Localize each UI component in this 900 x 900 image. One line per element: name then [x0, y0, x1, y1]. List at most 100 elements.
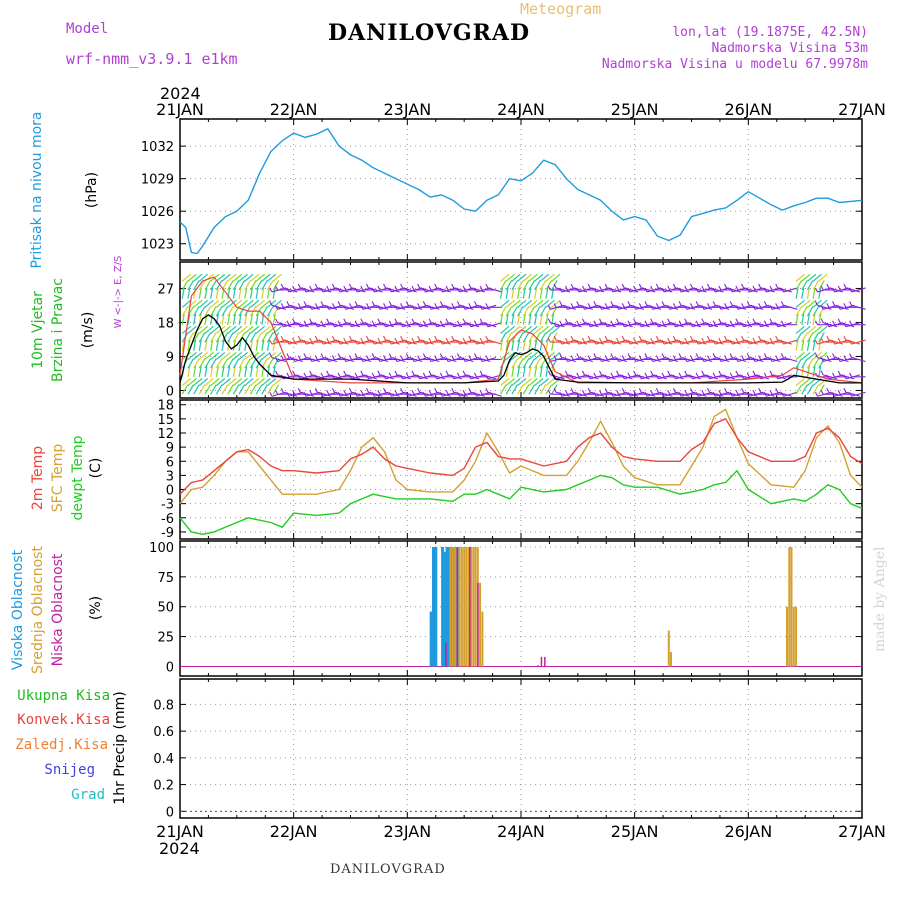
wind-barb	[607, 339, 622, 345]
wind-barb-tick	[411, 370, 415, 376]
wind-barb-tick	[292, 305, 296, 310]
wind-barb	[447, 322, 463, 328]
wind-barb-tick	[297, 303, 301, 308]
wind-barb-tick	[383, 322, 387, 327]
wind-barb	[845, 391, 861, 397]
wind-barb	[783, 287, 798, 293]
wind-barb-tick	[729, 391, 733, 397]
cloud-bar-1	[795, 606, 798, 667]
wind-barb-tick	[394, 389, 398, 395]
wind-barb	[238, 365, 242, 377]
wind-barb	[635, 374, 650, 380]
wind-barb	[801, 287, 805, 299]
wind-barb	[680, 356, 696, 362]
wind-barb-tick	[456, 372, 460, 378]
wind-barb	[534, 365, 538, 377]
wind-barb-tick	[701, 389, 705, 395]
wind-barb-tick	[275, 305, 279, 310]
wind-barb-tick	[741, 355, 745, 360]
cloud-bar-0	[454, 547, 458, 667]
wind-barb-tick	[655, 335, 659, 341]
wind-barb-tick	[718, 370, 722, 376]
wind-barb	[807, 325, 817, 334]
wind-barb	[743, 287, 758, 293]
wind-barb	[244, 287, 248, 299]
wind-barb	[210, 378, 220, 386]
wind-barb-tick	[303, 320, 307, 325]
wind-barb-tick	[434, 322, 438, 327]
wind-barb	[818, 280, 825, 291]
wind-barb-tick	[752, 370, 756, 376]
wind-barb	[305, 304, 321, 310]
wind-barb-tick	[814, 391, 818, 397]
wind-barb-tick	[655, 283, 659, 289]
wind-barb	[516, 287, 521, 299]
wind-barb-tick	[741, 283, 745, 289]
wind-barb-tick	[832, 391, 836, 397]
wind-barb	[232, 339, 236, 351]
wind-barb	[806, 280, 814, 291]
y-tick-label: 1026	[141, 205, 174, 220]
wind-barb	[675, 287, 690, 293]
wind-barb	[470, 287, 485, 293]
wind-barb-tick	[417, 374, 421, 380]
wind-barb	[267, 378, 277, 386]
wind-barb-tick	[826, 355, 830, 360]
wind-barb-tick	[485, 374, 489, 380]
wind-barb	[266, 365, 270, 377]
x-tick-label-bottom: 21JAN	[156, 822, 204, 841]
wind-barb	[249, 358, 257, 369]
wind-barb-tick	[411, 389, 415, 395]
wind-barb-tick	[564, 389, 568, 395]
wind-barb	[709, 391, 724, 397]
wind-barb-tick	[587, 303, 591, 308]
footer-station: DANILOVGRAD	[330, 862, 446, 877]
wind-barb-tick	[820, 370, 824, 376]
wind-barb	[198, 332, 206, 343]
wind-barb-tick	[661, 391, 665, 397]
wind-barb	[545, 299, 555, 308]
wind-barb-tick	[553, 283, 557, 289]
wind-barb-tick	[360, 318, 364, 323]
wind-barb	[766, 304, 781, 310]
wind-barb	[210, 325, 220, 334]
wind-barb	[539, 384, 547, 395]
wind-barb	[181, 339, 185, 351]
wind-barb-tick	[451, 335, 455, 341]
wind-barb-tick	[354, 320, 358, 325]
pressure-panel: 1023 1026 1029 1032	[141, 118, 863, 261]
wind-barb-tick	[326, 370, 330, 376]
wind-barb-tick	[587, 335, 591, 341]
wind-barb-tick	[553, 387, 557, 393]
wind-barb-tick	[684, 285, 688, 291]
wind-barb	[271, 304, 287, 310]
wind-barb-tick	[593, 353, 597, 358]
wind-barb	[624, 287, 639, 293]
wind-barb	[238, 299, 248, 308]
wind-barb	[238, 306, 246, 317]
wind-barb	[607, 287, 622, 293]
wind-barb-tick	[820, 318, 824, 323]
wind-barb-tick	[366, 355, 369, 360]
wind-barb	[198, 313, 202, 325]
wind-barb	[851, 339, 866, 345]
wind-barb-tick	[456, 353, 460, 358]
cloud-bar-1	[454, 547, 457, 667]
wind-barb	[618, 322, 633, 328]
wind-barb	[646, 356, 662, 362]
wind-barb-tick	[769, 305, 773, 310]
wind-barb	[522, 287, 526, 299]
wind-barb-tick	[275, 337, 279, 343]
wind-barb	[823, 374, 838, 380]
temp-2m-line	[179, 418, 863, 495]
wind-barb	[430, 374, 446, 380]
wind-barb	[732, 356, 747, 362]
wind-barb	[545, 339, 549, 351]
cloud-bar-2	[456, 547, 459, 667]
wind-barb-tick	[462, 370, 466, 376]
wind-barb-tick	[434, 355, 438, 360]
wind-barb-tick	[383, 283, 387, 289]
wind-barb-tick	[331, 374, 335, 380]
wind-barb-tick	[814, 287, 818, 293]
wind-barb-tick	[337, 287, 341, 293]
